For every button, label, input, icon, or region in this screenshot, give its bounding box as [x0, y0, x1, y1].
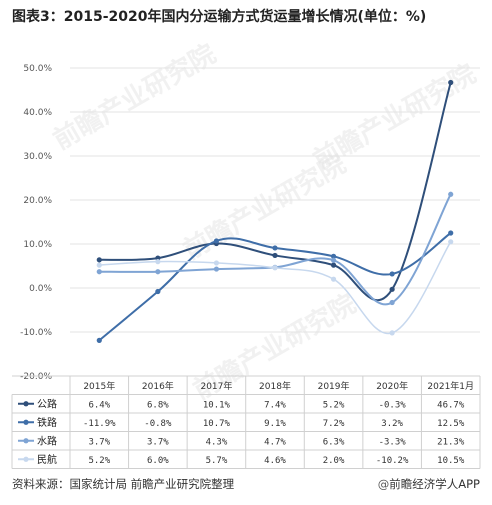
data-point: [213, 266, 220, 272]
brand-name: 前瞻经济学人APP: [389, 477, 480, 491]
watermark-text: 前瞻产业研究院: [308, 58, 481, 176]
legend-marker: [23, 419, 29, 425]
data-label: 5.2%: [88, 456, 110, 466]
data-label: 7.4%: [264, 400, 286, 410]
footer: 资料来源：国家统计局 前瞻产业研究院整理 @前瞻经济学人APP: [12, 476, 480, 492]
legend-key: [18, 456, 34, 462]
data-label: 10.5%: [437, 456, 465, 466]
data-label: 3.7%: [88, 437, 110, 447]
series-line: [99, 82, 452, 302]
data-label: -3.3%: [379, 437, 407, 447]
data-label: -0.3%: [379, 400, 407, 410]
data-label: -0.8%: [144, 419, 172, 429]
series-3: [96, 239, 454, 336]
data-label: 10.7%: [203, 419, 231, 429]
data-label: 2.0%: [323, 456, 345, 466]
series-name: 民航: [37, 453, 57, 466]
legend-marker: [23, 438, 29, 444]
data-point: [272, 265, 278, 271]
data-point: [272, 252, 278, 259]
data-label: 4.6%: [264, 456, 286, 466]
data-label: 21.3%: [437, 437, 465, 447]
data-point: [96, 257, 102, 263]
data-label: 4.7%: [264, 437, 286, 447]
x-category-label: 2018年: [259, 380, 291, 392]
data-label: 6.3%: [323, 437, 345, 447]
data-point: [96, 337, 102, 343]
data-point: [213, 260, 220, 266]
legend-marker: [23, 401, 29, 407]
data-point: [96, 269, 102, 275]
data-point: [448, 230, 454, 236]
series-name: 公路: [37, 397, 57, 410]
data-point: [448, 191, 454, 197]
data-label: 6.0%: [147, 456, 169, 466]
legend-key: [18, 438, 34, 444]
brand-credit: @前瞻经济学人APP: [378, 476, 480, 492]
chart-title: 图表3：2015-2020年国内分运输方式货运量增长情况(单位：%): [12, 9, 427, 25]
data-label: 9.1%: [264, 419, 286, 429]
data-label: 3.7%: [147, 437, 169, 447]
data-point: [330, 276, 337, 282]
data-point: [272, 245, 278, 251]
source-note: 资料来源：国家统计局 前瞻产业研究院整理: [12, 477, 235, 491]
y-tick-label: -20.0%: [20, 372, 52, 382]
data-point: [155, 259, 161, 265]
data-point: [96, 262, 102, 268]
series-0: [96, 79, 454, 302]
data-label: 3.2%: [381, 419, 403, 429]
data-label: -11.9%: [83, 419, 116, 429]
legend-key: [18, 419, 34, 425]
series-name: 水路: [37, 434, 57, 447]
data-label: -10.2%: [376, 456, 409, 466]
y-tick-label: 10.0%: [23, 240, 52, 250]
series-2: [96, 191, 454, 306]
data-point: [330, 257, 337, 263]
x-category-label: 2015年: [83, 380, 115, 392]
y-tick-label: 0.0%: [29, 284, 52, 294]
data-label: 5.7%: [206, 456, 228, 466]
data-label: 6.8%: [147, 400, 169, 410]
data-point: [155, 269, 161, 275]
data-point: [448, 79, 454, 86]
data-label: 46.7%: [437, 400, 465, 410]
data-point: [155, 288, 161, 295]
series-lines: [96, 79, 454, 343]
data-label: 12.5%: [437, 419, 465, 429]
series-1: [96, 230, 454, 343]
data-point: [389, 286, 395, 292]
data-point: [213, 238, 220, 244]
y-tick-label: 50.0%: [23, 64, 52, 74]
data-label: 4.3%: [206, 437, 228, 447]
data-point: [389, 271, 395, 277]
x-category-label: 2019年: [318, 380, 350, 392]
x-category-label: 2021年1月: [427, 380, 474, 392]
data-label: 5.2%: [323, 400, 345, 410]
legend-key: [18, 401, 34, 407]
data-label: 10.1%: [203, 400, 231, 410]
legend-marker: [23, 456, 29, 462]
y-tick-label: 40.0%: [23, 108, 52, 118]
data-label: 7.2%: [323, 419, 345, 429]
data-point: [330, 262, 337, 268]
data-label: 6.4%: [88, 400, 110, 410]
data-point: [330, 253, 337, 259]
y-tick-label: -10.0%: [20, 328, 52, 338]
y-tick-label: 30.0%: [23, 152, 52, 162]
x-category-label: 2017年: [200, 380, 232, 392]
y-axis: -20.0% -10.0% 0.0% 10.0% 20.0% 30.0% 40.0% 50.0…: [20, 64, 52, 382]
x-category-label: 2020年: [376, 380, 408, 392]
data-point: [448, 239, 454, 245]
data-point: [389, 330, 395, 336]
x-category-label: 2016年: [142, 380, 174, 392]
at-sign: @: [377, 477, 390, 491]
series-name: 铁路: [37, 416, 57, 429]
watermark-text: 前瞻产业研究院: [48, 38, 221, 156]
data-point: [389, 299, 395, 306]
y-tick-label: 20.0%: [23, 196, 52, 206]
